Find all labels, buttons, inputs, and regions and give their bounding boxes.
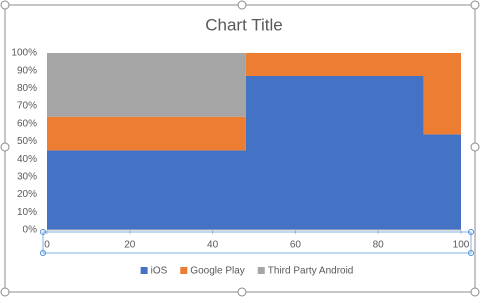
area bbox=[47, 53, 461, 117]
handle[interactable] bbox=[237, 287, 247, 297]
handle[interactable] bbox=[470, 287, 480, 297]
y-tick-label: 10% bbox=[17, 207, 37, 218]
area bbox=[47, 76, 461, 230]
handle[interactable] bbox=[237, 0, 247, 10]
x-tick-label: 0 bbox=[44, 240, 50, 251]
x-tick-label: 20 bbox=[124, 240, 136, 251]
x-tick-label: 100 bbox=[453, 240, 470, 251]
legend-swatch bbox=[257, 267, 265, 274]
y-tick-label: 90% bbox=[17, 65, 37, 76]
y-tick-label: 70% bbox=[17, 101, 37, 112]
area bbox=[47, 53, 461, 151]
legend: iOS Google Play Third Party Android bbox=[140, 266, 354, 277]
y-tick-label: 0% bbox=[23, 225, 38, 236]
x-tick-label: 80 bbox=[373, 240, 385, 251]
handle[interactable] bbox=[470, 142, 480, 152]
y-tick-label: 80% bbox=[17, 83, 37, 94]
handle[interactable] bbox=[0, 287, 10, 297]
axis-selection bbox=[42, 231, 472, 254]
selection-handles bbox=[0, 0, 480, 297]
y-tick-label: 60% bbox=[17, 118, 37, 129]
y-tick-label: 40% bbox=[17, 154, 37, 165]
x-tick-label: 60 bbox=[290, 240, 302, 251]
y-tick-label: 20% bbox=[17, 189, 37, 200]
y-tick-label: 100% bbox=[11, 48, 37, 59]
legend-swatch bbox=[140, 267, 148, 274]
legend-label: Google Play bbox=[190, 266, 244, 277]
y-tick-label: 50% bbox=[17, 136, 37, 147]
x-tick-label: 40 bbox=[207, 240, 219, 251]
legend-swatch bbox=[180, 267, 188, 274]
legend-label: iOS bbox=[151, 266, 168, 277]
handle[interactable] bbox=[0, 0, 10, 10]
y-tick-label: 30% bbox=[17, 172, 37, 183]
chart-title: Chart Title bbox=[205, 15, 282, 34]
legend-label: Third Party Android bbox=[268, 266, 354, 277]
handle[interactable] bbox=[0, 142, 10, 152]
handle[interactable] bbox=[470, 0, 480, 10]
plot: 0% 10% 20% 30% 40% 50% 60% 70% 80% 90% 100% 0 20 40 60… bbox=[11, 48, 474, 256]
